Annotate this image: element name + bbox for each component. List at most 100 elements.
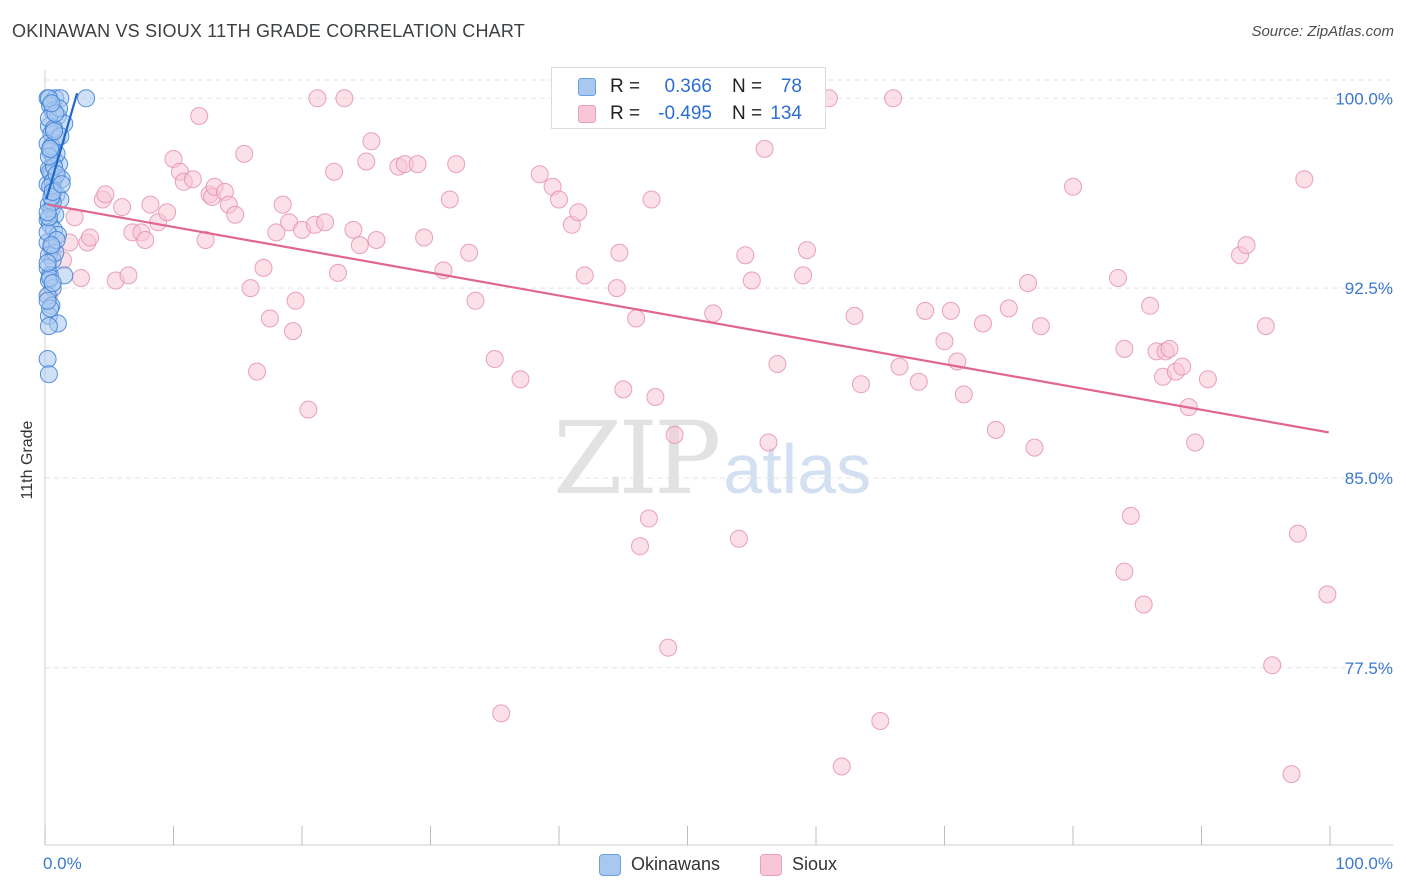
sioux-point-91 — [832, 757, 851, 776]
sioux-point-108 — [1031, 317, 1050, 336]
sioux-point-95 — [884, 89, 903, 108]
okinawans-r-label: R = — [610, 76, 641, 97]
sioux-points — [39, 89, 1337, 784]
sioux-point-63 — [485, 350, 504, 368]
sioux-point-35 — [260, 309, 279, 328]
sioux-point-71 — [575, 266, 594, 285]
legend-sioux-swatch — [760, 854, 782, 876]
axes — [44, 70, 1393, 846]
okinawans-swatch — [578, 78, 596, 96]
y-tick-label-2: 85.0% — [1345, 469, 1393, 488]
stats-row-sioux: R = -0.495 N = 134 — [552, 101, 825, 127]
sioux-point-37 — [273, 195, 292, 214]
sioux-point-110 — [1109, 269, 1127, 287]
sioux-point-18 — [158, 203, 177, 222]
sioux-point-114 — [1134, 595, 1153, 614]
sioux-point-132 — [1318, 585, 1337, 604]
sioux-point-15 — [136, 231, 155, 249]
sioux-point-121 — [1173, 357, 1192, 376]
legend-okinawans-swatch — [599, 854, 621, 876]
sioux-point-89 — [798, 241, 816, 260]
sioux-point-88 — [794, 266, 813, 285]
legend-okinawans-label: Okinawans — [631, 854, 721, 874]
sioux-point-23 — [190, 107, 209, 125]
sioux-point-16 — [141, 195, 160, 214]
sioux-point-64 — [492, 704, 511, 723]
sioux-point-56 — [408, 155, 427, 174]
sioux-point-24 — [196, 231, 215, 249]
sioux-point-39 — [284, 322, 302, 341]
sioux-point-92 — [845, 306, 864, 325]
stats-row-okinawans: R = 0.366 N = 78 — [552, 74, 825, 100]
sioux-point-99 — [935, 332, 954, 351]
sioux-point-111 — [1115, 339, 1134, 358]
stats-box: R = 0.366 N = 78 R = -0.495 N = 134 — [551, 67, 826, 129]
sioux-point-106 — [1019, 274, 1037, 292]
okinawan-point-74 — [45, 122, 63, 141]
sioux-point-77 — [639, 509, 658, 528]
sioux-r-label: R = — [610, 103, 641, 124]
sioux-point-76 — [631, 537, 649, 556]
sioux-point-94 — [871, 712, 890, 730]
sioux-point-130 — [1288, 524, 1307, 543]
sioux-point-87 — [768, 355, 787, 373]
sioux-point-81 — [704, 304, 723, 323]
sioux-n-value: 134 — [770, 103, 802, 124]
sioux-point-52 — [362, 132, 381, 151]
sioux-point-70 — [569, 203, 588, 222]
sioux-point-105 — [999, 299, 1018, 318]
okinawans-r-value: 0.366 — [664, 76, 712, 97]
okinawan-point-70 — [42, 236, 61, 255]
sioux-point-60 — [447, 155, 466, 174]
okinawan-trend-line — [45, 92, 79, 200]
sioux-point-50 — [350, 236, 369, 255]
sioux-point-134 — [642, 190, 661, 209]
sioux-point-40 — [286, 291, 305, 310]
source-credit: Source: ZipAtlas.com — [1251, 23, 1394, 40]
sioux-point-75 — [627, 309, 646, 328]
sioux-point-93 — [852, 375, 870, 394]
y-tick-label-0: 100.0% — [1335, 89, 1393, 108]
sioux-point-85 — [755, 139, 774, 158]
chart-title: OKINAWAN VS SIOUX 11TH GRADE CORRELATION… — [12, 21, 525, 41]
sioux-point-131 — [1295, 170, 1314, 189]
sioux-point-47 — [329, 263, 347, 282]
okinawan-point-42 — [38, 350, 57, 368]
sioux-point-112 — [1121, 506, 1140, 525]
sioux-point-83 — [736, 246, 755, 265]
sioux-point-109 — [1064, 177, 1082, 196]
sioux-point-126 — [1237, 236, 1256, 255]
trend-lines — [45, 92, 1329, 434]
sioux-point-34 — [254, 258, 273, 277]
sioux-point-62 — [460, 243, 479, 262]
sioux-point-100 — [941, 301, 960, 320]
tick-labels: 100.0% 92.5% 85.0% 77.5% 0.0% 100.0% — [43, 89, 1393, 873]
sioux-point-45 — [316, 213, 335, 232]
sioux-point-42 — [299, 400, 318, 419]
sioux-point-119 — [1160, 339, 1179, 358]
sioux-trend-line — [47, 203, 1329, 434]
sioux-point-59 — [440, 190, 459, 209]
sioux-point-33 — [248, 362, 266, 381]
okinawan-point-57 — [39, 317, 58, 336]
sioux-point-61 — [466, 291, 485, 310]
sioux-point-124 — [1198, 370, 1217, 389]
sioux-point-66 — [530, 165, 549, 184]
sioux-point-30 — [226, 205, 245, 224]
sioux-point-96 — [890, 357, 909, 376]
sioux-point-97 — [909, 372, 928, 391]
sioux-point-123 — [1186, 433, 1205, 452]
sioux-point-36 — [267, 223, 286, 242]
sioux-point-49 — [344, 220, 363, 239]
sioux-point-113 — [1115, 562, 1134, 581]
sioux-point-57 — [415, 228, 434, 247]
sioux-point-48 — [335, 89, 354, 108]
sioux-point-128 — [1263, 656, 1282, 675]
sioux-point-127 — [1256, 317, 1275, 336]
sioux-point-31 — [235, 144, 254, 163]
sioux-point-11 — [113, 198, 132, 217]
sioux-point-103 — [974, 314, 992, 333]
sioux-point-84 — [742, 271, 761, 290]
x-tick-label-0: 0.0% — [43, 854, 82, 873]
